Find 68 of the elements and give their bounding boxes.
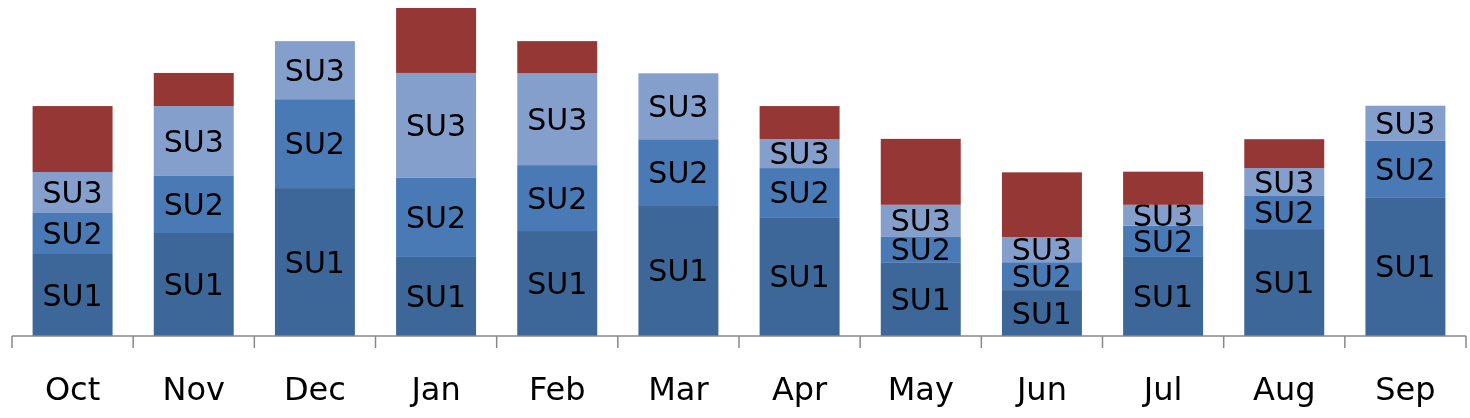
series-label: SU3 — [1375, 105, 1436, 141]
text: SU3 — [648, 88, 709, 124]
bar — [1244, 229, 1325, 336]
bar — [153, 106, 234, 176]
bar — [32, 254, 113, 336]
x-tick-label: Aug — [1253, 370, 1316, 408]
text: SU1 — [284, 244, 345, 280]
text: SU1 — [42, 277, 103, 313]
text: SU3 — [527, 101, 588, 137]
x-tick-label: Apr — [771, 370, 829, 408]
x-tick-label: Mar — [648, 370, 710, 408]
x-tick-label: Dec — [283, 370, 346, 408]
text: SU3 — [406, 107, 467, 143]
text: SU2 — [769, 175, 830, 211]
bar — [880, 262, 961, 336]
text: SU1 — [527, 266, 588, 302]
text: SU1 — [1254, 265, 1315, 301]
text: SU1 — [648, 253, 709, 289]
x-tick-label: Nov — [162, 370, 225, 408]
bar — [396, 8, 477, 73]
x-tick-label: Jul — [1141, 370, 1183, 408]
text: SU1 — [163, 267, 224, 302]
bar — [1365, 197, 1446, 336]
bar — [396, 256, 477, 336]
text: SU1 — [890, 281, 951, 317]
bar — [274, 188, 355, 336]
bar — [1123, 256, 1204, 336]
bar — [880, 138, 961, 205]
text: SU2 — [163, 186, 224, 222]
bar — [1123, 171, 1204, 205]
bar — [32, 106, 113, 172]
x-tick-label: Jun — [1014, 370, 1067, 408]
x-tick-label: Feb — [528, 370, 586, 408]
bar — [638, 205, 719, 336]
series-label: SU1 — [1011, 295, 1072, 331]
text: SU3 — [769, 136, 830, 172]
bar — [638, 139, 719, 206]
text: SU1 — [406, 278, 467, 314]
bar — [517, 73, 598, 166]
x-tick-label: Oct — [44, 370, 101, 408]
text: SU1 — [769, 259, 830, 295]
bar — [517, 231, 598, 336]
text: SU2 — [406, 199, 467, 235]
text: SU3 — [163, 123, 224, 159]
bar — [1244, 139, 1325, 169]
x-tick-label: Sep — [1375, 370, 1436, 408]
text: SU1 — [1133, 278, 1194, 314]
text: SU3 — [284, 52, 345, 88]
bar — [517, 41, 598, 74]
text: SU2 — [648, 154, 709, 190]
bar — [638, 73, 719, 140]
bar — [759, 106, 840, 140]
bar — [153, 233, 234, 336]
bar — [759, 217, 840, 336]
text: SU3 — [42, 175, 103, 210]
text: SU1 — [1375, 249, 1436, 285]
bar — [1001, 172, 1082, 238]
x-tick-label: May — [887, 370, 954, 408]
bar — [153, 72, 234, 107]
text: SU2 — [42, 216, 103, 251]
x-tick-label: Jan — [409, 370, 461, 408]
text: SU2 — [1375, 151, 1436, 187]
bar — [274, 99, 355, 189]
text: SU2 — [284, 126, 345, 162]
text: SU2 — [527, 180, 588, 216]
bar — [517, 165, 598, 232]
bar — [396, 72, 477, 178]
bar — [396, 177, 477, 257]
